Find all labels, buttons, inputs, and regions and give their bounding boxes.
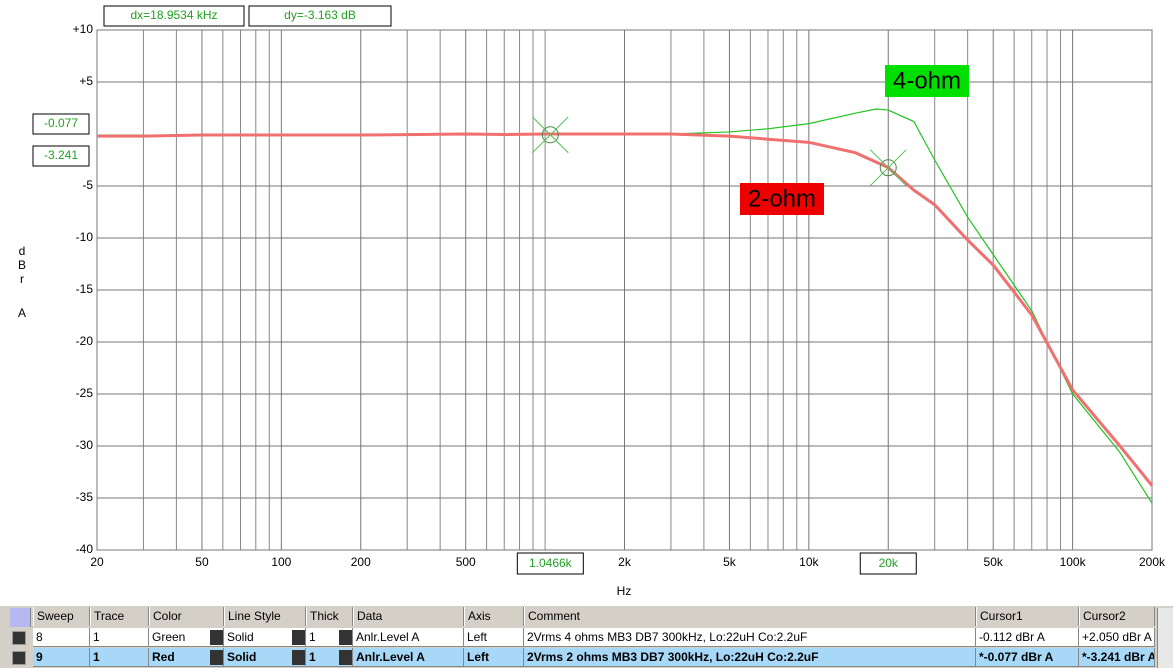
table-cell[interactable]: 9 [33,648,90,667]
cursor-y-box [32,145,90,167]
dropdown-button[interactable] [339,630,352,645]
column-header: Cursor2 [1079,607,1155,626]
table-cell[interactable]: Red [149,648,224,667]
table-cell[interactable]: 1 [306,648,353,667]
cursor-x-box [516,552,584,575]
x-tick-label: 50k [984,555,1004,569]
column-header: Color [149,607,224,626]
x-tick-label: 2k [618,555,632,569]
row-checkbox[interactable] [12,651,26,665]
table-cell[interactable]: Solid [224,628,306,647]
cursor-marker [541,126,559,144]
table-cell[interactable]: 1 [90,628,149,647]
column-header: Sweep [33,607,90,626]
x-tick-label: 10k [799,555,819,569]
x-axis-label: Hz [617,584,632,598]
column-header: Trace [90,607,149,626]
table-cell[interactable]: Solid [224,648,306,667]
table-cell[interactable]: Anlr.Level A [353,648,464,667]
y-axis-label: r [20,272,24,286]
column-header: Line Style [224,607,306,626]
cursor-cross [531,116,569,154]
scrollbar[interactable] [1157,608,1173,668]
legend-swatch [740,183,824,215]
column-header: Cursor1 [976,607,1079,626]
cursor-cross [869,149,907,187]
table-cell[interactable]: 2Vrms 2 ohms MB3 DB7 300kHz, Lo:22uH Co:… [524,648,976,667]
header-corner [10,608,31,627]
cursor-x-box [859,552,917,575]
table-cell[interactable]: 8 [33,628,90,647]
x-tick-label: 100 [271,555,291,569]
cursor-y-readout: -0.077 [44,116,78,130]
x-tick-label: 100k [1060,555,1087,569]
y-tick-label: -5 [82,178,93,192]
column-header: Comment [524,607,976,626]
column-header: Data [353,607,464,626]
x-tick-label: 5k [723,555,737,569]
y-tick-label: -25 [76,386,94,400]
table-cell[interactable]: Left [464,648,524,667]
dx-box [103,5,245,27]
table-cell[interactable]: +2.050 dBr A [1079,628,1155,647]
y-tick-label: -30 [76,438,94,452]
dropdown-button[interactable] [292,630,305,645]
legend-label: 2-ohm [748,185,816,212]
y-tick-label: +10 [73,22,94,36]
dy-readout: dy=-3.163 dB [284,8,356,22]
dropdown-button[interactable] [292,650,305,665]
y-tick-label: -35 [76,490,94,504]
x-tick-label: 500 [456,555,476,569]
row-checkbox[interactable] [12,631,26,645]
table-cell[interactable]: -0.112 dBr A [976,628,1079,647]
cursor-x-readout: 1.0466k [529,556,573,570]
y-axis-label: d [19,244,26,258]
trace-line [97,132,1154,487]
table-cell[interactable]: 1 [90,648,149,667]
column-header: Axis [464,607,524,626]
y-axis-label: A [18,306,26,320]
dropdown-button[interactable] [210,650,223,665]
y-tick-label: -10 [76,230,94,244]
y-tick-label: -15 [76,282,94,296]
x-tick-label: 200 [351,555,371,569]
trace-table: Sweep Trace Color Line Style Thick Data Axis Co… [0,606,1173,668]
dx-readout: dx=18.9534 kHz [130,8,217,22]
legend-label: 4-ohm [893,67,961,94]
cursor-y-readout: -3.241 [44,148,78,162]
dropdown-button[interactable] [339,650,352,665]
cursor-x-readout: 20k [879,556,899,570]
x-tick-label: 20 [90,555,104,569]
x-tick-label: 200k [1139,555,1166,569]
table-cell[interactable]: Green [149,628,224,647]
table-cell[interactable]: Left [464,628,524,647]
y-axis-label: B [18,258,26,272]
cursor-marker [879,159,897,177]
legend-swatch [885,65,969,97]
column-header: Thick [306,607,353,626]
table-cell[interactable]: 2Vrms 4 ohms MB3 DB7 300kHz, Lo:22uH Co:… [524,628,976,647]
table-cell[interactable]: *-0.077 dBr A [976,648,1079,667]
dropdown-button[interactable] [210,630,223,645]
chart: dx=18.9534 kHz dy=-3.163 dB Ap T Hz 2050… [18,5,1166,598]
x-tick-label: 50 [195,555,209,569]
y-tick-label: +5 [79,74,93,88]
y-tick-label: -20 [76,334,94,348]
table-cell[interactable]: 1 [306,628,353,647]
y-tick-label: -40 [76,542,94,556]
table-cell[interactable]: Anlr.Level A [353,628,464,647]
dy-box [248,5,392,27]
cursor-y-box [32,113,90,135]
table-cell[interactable]: *-3.241 dBr A [1079,648,1155,667]
